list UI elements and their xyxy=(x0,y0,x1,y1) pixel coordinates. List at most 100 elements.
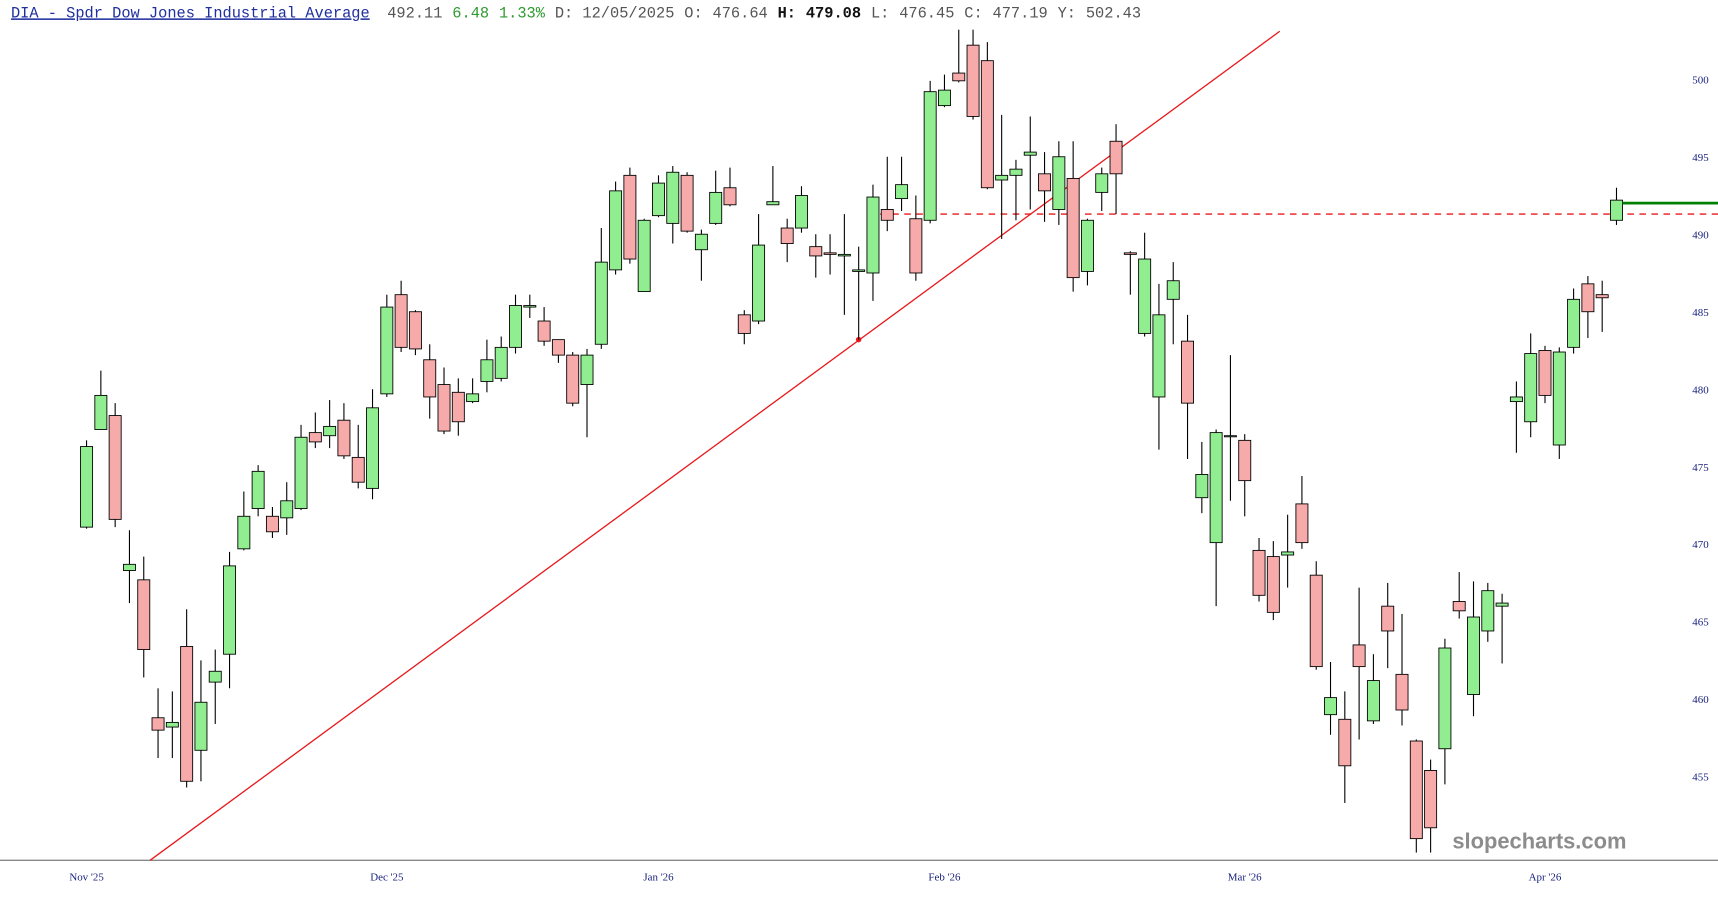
candle-body xyxy=(1223,435,1237,438)
candle-body xyxy=(366,407,379,489)
candle-body xyxy=(866,196,880,274)
candle-body xyxy=(895,184,909,200)
y-tick-label: 500 xyxy=(1692,74,1709,86)
candle-body xyxy=(94,394,108,430)
candle-body xyxy=(1524,353,1538,423)
candle-body xyxy=(1238,439,1252,482)
candle-body xyxy=(1538,350,1552,396)
candle-body xyxy=(1166,280,1180,300)
candle-body xyxy=(780,227,794,244)
candle-body xyxy=(1138,258,1152,334)
candle-body xyxy=(1338,718,1352,767)
x-tick-label: Mar '26 xyxy=(1228,871,1262,883)
candle-body xyxy=(1438,647,1452,750)
candle-body xyxy=(1123,252,1137,255)
candle-body xyxy=(1195,474,1209,499)
candle-body xyxy=(1452,601,1466,612)
candle-body xyxy=(80,446,94,528)
candle-body xyxy=(1567,298,1581,348)
candle-body xyxy=(1581,283,1595,313)
trend-line xyxy=(149,30,1281,861)
candle-body xyxy=(1281,551,1295,556)
x-tick-label: Jan '26 xyxy=(643,871,674,883)
candle-body xyxy=(451,391,465,423)
y-label: Y: xyxy=(1058,4,1076,22)
candle-body xyxy=(1509,396,1523,403)
candle-body xyxy=(1181,340,1194,404)
candle-body xyxy=(537,320,551,342)
candle-body xyxy=(809,246,823,257)
candle-body xyxy=(1080,219,1094,272)
x-tick-label: Feb '26 xyxy=(928,871,961,883)
candle-body xyxy=(1595,294,1609,299)
candle-body xyxy=(1038,173,1052,192)
candle-body xyxy=(1295,503,1309,544)
candle-body xyxy=(237,515,251,550)
candle-body xyxy=(980,60,994,189)
candle-body xyxy=(151,717,165,731)
x-tick-label: Nov '25 xyxy=(69,871,104,883)
y-tick-label: 470 xyxy=(1692,539,1709,551)
y-tick-label: 480 xyxy=(1692,384,1709,396)
candle-body xyxy=(394,294,408,348)
candle-body xyxy=(165,721,179,728)
candle-body xyxy=(1324,697,1337,716)
candle-body xyxy=(923,91,937,221)
candle-body xyxy=(108,415,122,520)
candle-body xyxy=(623,174,637,260)
candle-body xyxy=(694,233,708,251)
candle-body xyxy=(823,252,837,255)
candle-body xyxy=(995,174,1009,181)
x-tick-label: Dec '25 xyxy=(370,871,404,883)
candle-body xyxy=(1066,178,1080,279)
candle-body xyxy=(1481,590,1495,632)
candle-body xyxy=(909,218,923,274)
candle-body xyxy=(1009,168,1023,176)
low-label: L: xyxy=(871,4,889,22)
x-tick-label: Apr '26 xyxy=(1529,871,1562,883)
candle-body xyxy=(423,359,437,398)
close-label: C: xyxy=(964,4,982,22)
candle-body xyxy=(1109,140,1123,175)
candle-body xyxy=(594,261,608,345)
candle-body xyxy=(223,565,237,655)
candle-body xyxy=(1610,199,1623,221)
candle-body xyxy=(966,44,980,117)
candle-body xyxy=(194,701,208,751)
candle-body xyxy=(280,500,294,519)
last-price: 492.11 xyxy=(387,4,442,22)
y-tick-label: 490 xyxy=(1692,229,1709,241)
candle-body xyxy=(1381,605,1395,632)
change: 6.48 xyxy=(452,4,489,22)
candle-body xyxy=(294,436,308,509)
change-pct: 1.33% xyxy=(499,4,546,22)
y-tick-label: 475 xyxy=(1692,462,1709,474)
candle-body xyxy=(1095,173,1109,193)
y-tick-label: 485 xyxy=(1692,307,1709,319)
candle-body xyxy=(937,89,951,107)
candle-body xyxy=(1366,680,1380,722)
candle-body xyxy=(1152,314,1166,398)
candle-body xyxy=(1023,151,1037,156)
candle-body xyxy=(351,456,365,483)
y-tick-label: 465 xyxy=(1692,617,1709,629)
candle-body xyxy=(1467,616,1480,695)
open-label: O: xyxy=(684,4,702,22)
candle-body xyxy=(551,339,565,356)
candle-body xyxy=(523,305,537,308)
high-value: 479.08 xyxy=(806,4,861,22)
candle-body xyxy=(265,515,279,533)
symbol-title[interactable]: DIA - Spdr Dow Jones Industrial Average xyxy=(11,4,370,22)
candle-body xyxy=(737,314,751,334)
candle-body xyxy=(1424,770,1438,829)
candle-body xyxy=(1309,574,1323,668)
candle-body xyxy=(1395,673,1409,711)
candle-body xyxy=(137,579,151,651)
candle-body xyxy=(180,646,194,782)
candle-body xyxy=(880,209,894,221)
low-value: 476.45 xyxy=(899,4,954,22)
candle-body xyxy=(408,311,422,350)
candle-body xyxy=(466,393,480,403)
